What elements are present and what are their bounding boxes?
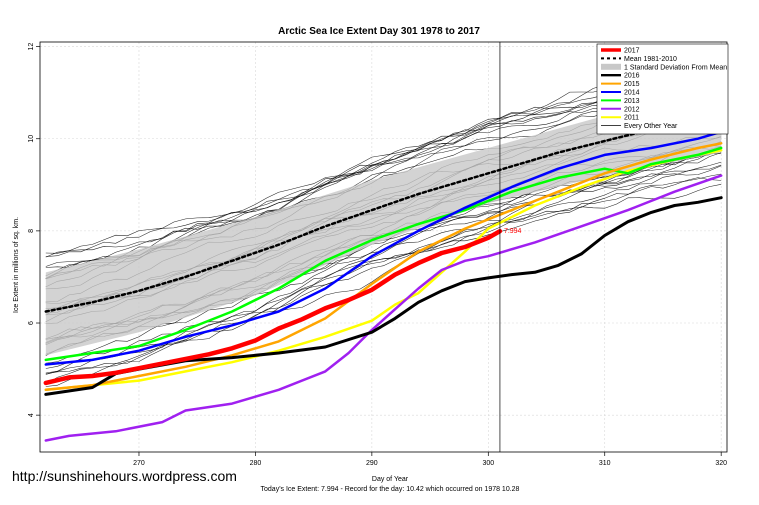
- chart-title: Arctic Sea Ice Extent Day 301 1978 to 20…: [278, 26, 480, 37]
- legend-label: 2013: [624, 98, 640, 105]
- y-tick-label: 12: [28, 43, 35, 51]
- today-marker-layer: 7.994: [499, 42, 522, 452]
- y-tick-label: 10: [28, 135, 35, 143]
- x-tick-label: 280: [250, 460, 262, 467]
- x-tick-label: 320: [715, 460, 727, 467]
- legend-label: 1 Standard Deviation From Mean: [624, 64, 727, 71]
- legend-label: 2017: [624, 48, 640, 55]
- y-tick-label: 8: [28, 229, 35, 233]
- legend-label: 2016: [624, 73, 640, 80]
- other-year-line: [45, 173, 722, 387]
- series-line-2012: [44, 174, 723, 442]
- watermark: http://sunshinehours.wordpress.com: [12, 468, 237, 484]
- legend-label: 2014: [624, 90, 640, 97]
- x-tick-label: 290: [366, 460, 378, 467]
- other-year-line: [45, 153, 722, 374]
- x-tick-label: 300: [482, 460, 494, 467]
- y-axis-label: Ice Extent in millions of sq. km.: [13, 217, 20, 313]
- other-year-line: [45, 161, 722, 375]
- x-tick-label: 310: [599, 460, 611, 467]
- series-line-mean-1981-2010: [44, 112, 723, 313]
- legend-label: Mean 1981-2010: [624, 56, 677, 63]
- today-value-label: 7.994: [504, 228, 522, 235]
- series-line-2013: [44, 146, 723, 362]
- legend-label: 2012: [624, 106, 640, 113]
- plot-frame: [39, 41, 728, 453]
- axes: 270 280 290 300 310 320 4 6 8 10 12: [28, 41, 728, 467]
- footer-text: Today's Ice Extent: 7.994 - Record for t…: [261, 486, 520, 493]
- series-line-2015: [44, 142, 723, 392]
- legend-box: [596, 43, 729, 135]
- legend-swatch: [601, 63, 621, 70]
- x-tick-label: 270: [133, 460, 145, 467]
- series-line-2014: [44, 130, 723, 366]
- x-axis-label: Day of Year: [372, 476, 409, 483]
- legend-label: 2015: [624, 81, 640, 88]
- series-layer: [43, 112, 723, 442]
- y-tick-label: 4: [28, 413, 35, 417]
- y-tick-label: 6: [28, 321, 35, 325]
- legend-label: Every Other Year: [624, 123, 678, 130]
- series-line-2017: [43, 228, 503, 386]
- legend-label: 2011: [624, 115, 639, 122]
